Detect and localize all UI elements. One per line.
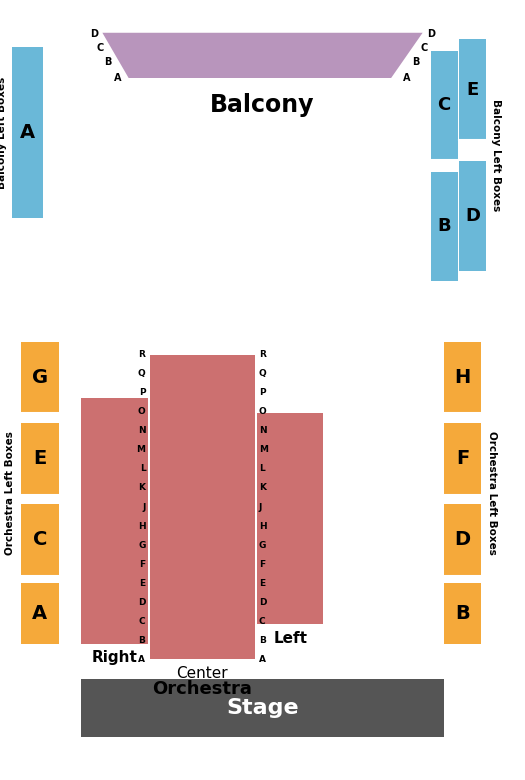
Text: A: A	[20, 123, 35, 142]
Bar	[21, 504, 59, 576]
Text: K: K	[139, 484, 145, 492]
Text: F: F	[139, 559, 145, 569]
Text: F: F	[259, 559, 265, 569]
Text: C: C	[33, 530, 47, 549]
Text: A: A	[259, 654, 266, 664]
Bar	[21, 423, 59, 495]
Text: H: H	[138, 522, 145, 530]
Text: C: C	[259, 616, 266, 626]
Text: B: B	[412, 57, 419, 66]
Text: D: D	[90, 30, 98, 39]
Text: Left: Left	[274, 630, 307, 646]
Text: M: M	[136, 445, 145, 455]
Text: G: G	[138, 541, 145, 550]
Text: R: R	[259, 350, 266, 360]
Text: P: P	[259, 388, 266, 398]
Text: Balcony: Balcony	[210, 94, 315, 117]
Text: C: C	[139, 616, 145, 626]
Text: J: J	[142, 502, 145, 512]
Text: A: A	[33, 604, 47, 623]
Text: Q: Q	[138, 370, 145, 378]
Text: A: A	[139, 654, 145, 664]
Text: O: O	[138, 407, 145, 417]
Text: C: C	[421, 44, 428, 53]
Text: L: L	[259, 464, 265, 473]
Text: F: F	[456, 449, 469, 468]
Text: E: E	[466, 80, 479, 99]
Text: A: A	[114, 73, 122, 83]
Bar	[21, 342, 59, 413]
Text: Right: Right	[91, 650, 138, 665]
Text: Stage: Stage	[226, 698, 299, 718]
Text: N: N	[138, 427, 145, 435]
Bar	[430, 51, 458, 160]
Text: G: G	[259, 541, 266, 550]
Bar	[459, 161, 486, 271]
Bar	[444, 504, 481, 576]
Text: N: N	[259, 427, 267, 435]
Text: B: B	[104, 57, 112, 66]
Text: H: H	[259, 522, 267, 530]
Bar	[444, 583, 481, 644]
Text: Orchestra: Orchestra	[152, 679, 252, 698]
Text: B: B	[455, 604, 470, 623]
Text: E: E	[33, 449, 47, 468]
Text: L: L	[140, 464, 145, 473]
Text: Q: Q	[259, 370, 267, 378]
Text: R: R	[139, 350, 145, 360]
Text: O: O	[259, 407, 267, 417]
Text: H: H	[455, 368, 470, 387]
Text: D: D	[259, 597, 266, 607]
Text: E: E	[139, 579, 145, 587]
Text: B: B	[139, 636, 145, 644]
Bar	[430, 172, 458, 281]
Text: C: C	[437, 96, 451, 115]
Text: Center: Center	[176, 665, 228, 681]
Text: D: D	[427, 30, 435, 39]
Bar	[21, 583, 59, 644]
Bar	[150, 355, 255, 659]
Text: B: B	[259, 636, 266, 644]
Text: Orchestra Left Boxes: Orchestra Left Boxes	[487, 431, 497, 555]
Text: E: E	[259, 579, 265, 587]
Text: D: D	[138, 597, 145, 607]
Text: M: M	[259, 445, 268, 455]
Bar	[12, 47, 43, 218]
Text: Balcony Left Boxes: Balcony Left Boxes	[490, 99, 501, 211]
Text: D: D	[465, 207, 480, 225]
Bar	[444, 423, 481, 495]
Polygon shape	[102, 33, 423, 78]
Text: G: G	[32, 368, 48, 387]
Text: P: P	[139, 388, 145, 398]
Text: C: C	[97, 44, 104, 53]
Text: J: J	[259, 502, 262, 512]
Text: D: D	[455, 530, 470, 549]
Bar	[444, 342, 481, 413]
Text: Orchestra Left Boxes: Orchestra Left Boxes	[5, 431, 16, 555]
Text: K: K	[259, 484, 266, 492]
Bar	[257, 413, 323, 624]
Text: Balcony Left Boxes: Balcony Left Boxes	[0, 76, 7, 189]
Bar	[81, 679, 444, 737]
Text: B: B	[437, 217, 451, 236]
Text: A: A	[403, 73, 410, 83]
Bar	[81, 398, 148, 644]
Bar	[459, 39, 486, 140]
